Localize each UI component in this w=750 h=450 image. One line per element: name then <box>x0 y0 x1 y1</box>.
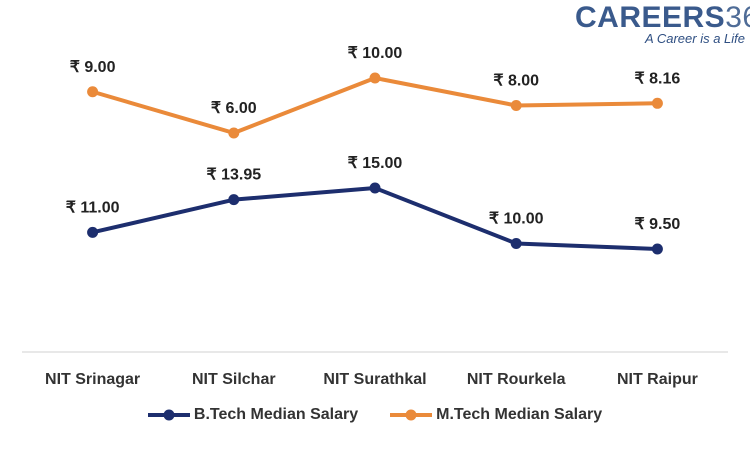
data-label-mtech: ₹ 8.00 <box>493 73 539 90</box>
logo-tagline: A Career is a Life <box>645 31 745 46</box>
series-line-mtech <box>90 76 660 135</box>
logo-name: CAREERS <box>575 1 726 34</box>
data-label-btech: ₹ 9.50 <box>635 216 681 233</box>
chart-legend: B.Tech Median Salary M.Tech Median Salar… <box>0 406 750 424</box>
data-label-mtech: ₹ 9.00 <box>70 59 116 76</box>
data-point-btech <box>87 226 99 238</box>
data-point-mtech <box>228 127 240 139</box>
data-label-mtech: ₹ 10.00 <box>348 45 403 62</box>
data-point-btech <box>369 182 381 194</box>
data-label-btech: ₹ 15.00 <box>348 155 403 172</box>
careers360-logo: CAREERS360 A Career is a Life <box>575 1 750 47</box>
legend-label-mtech: M.Tech Median Salary <box>436 406 603 423</box>
data-point-btech <box>228 194 240 206</box>
data-point-mtech <box>87 86 99 98</box>
legend-item-btech: B.Tech Median Salary <box>147 406 359 424</box>
legend-label-btech: B.Tech Median Salary <box>193 406 359 423</box>
data-label-btech: ₹ 11.00 <box>66 199 120 216</box>
x-tick-label: NIT Rourkela <box>467 371 566 388</box>
legend-marker-btech <box>163 409 175 421</box>
x-tick-label: NIT Silchar <box>192 371 276 388</box>
x-tick-label: NIT Srinagar <box>45 371 140 388</box>
series-line-btech <box>90 186 660 251</box>
data-point-btech <box>651 243 663 255</box>
legend-swatch-mtech <box>390 409 433 421</box>
x-tick-label: NIT Raipur <box>617 371 698 388</box>
data-label-mtech: ₹ 6.00 <box>211 100 257 117</box>
logo-number: 360 <box>725 1 750 34</box>
legend-marker-mtech <box>405 409 417 421</box>
x-tick-label: NIT Surathkal <box>323 371 426 388</box>
data-label-btech: ₹ 10.00 <box>489 210 544 227</box>
data-point-mtech <box>369 72 381 84</box>
legend-item-mtech: M.Tech Median Salary <box>390 406 602 424</box>
data-label-mtech: ₹ 8.16 <box>635 70 681 87</box>
data-point-mtech <box>510 100 522 111</box>
data-label-btech: ₹ 13.95 <box>206 167 261 184</box>
legend-swatch-btech <box>147 409 190 421</box>
data-point-btech <box>510 237 522 249</box>
data-point-mtech <box>651 97 663 109</box>
